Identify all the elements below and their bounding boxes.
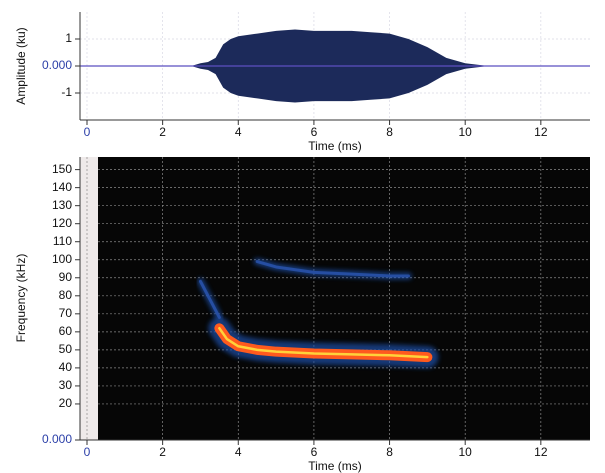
- y-tick-label: 120: [52, 216, 72, 230]
- y-tick-label: 30: [59, 378, 73, 392]
- y-tick-label: 70: [59, 306, 73, 320]
- y-tick-label: 130: [52, 198, 72, 212]
- x-tick-label: 0: [84, 445, 91, 459]
- y-axis-label: Frequency (kHz): [14, 254, 28, 343]
- y-tick-label: 80: [59, 288, 73, 302]
- y-tick-label: 20: [59, 396, 73, 410]
- y-tick-label: -1: [61, 85, 72, 99]
- y-tick-label: 100: [52, 252, 72, 266]
- y-tick-label: 110: [53, 234, 72, 248]
- x-tick-label: 10: [459, 125, 473, 139]
- x-tick-label: 4: [235, 445, 242, 459]
- y-tick-label: 0.000: [42, 432, 72, 446]
- y-tick-label: 50: [59, 342, 73, 356]
- spectrogram-background: [98, 157, 590, 440]
- x-tick-label: 2: [159, 125, 166, 139]
- x-axis-label: Time (ms): [308, 139, 362, 153]
- y-tick-label: 90: [59, 270, 73, 284]
- x-tick-label: 6: [311, 445, 318, 459]
- x-tick-label: 2: [159, 445, 166, 459]
- x-tick-label: 8: [386, 125, 393, 139]
- x-axis-label: Time (ms): [308, 459, 362, 473]
- x-tick-label: 12: [534, 445, 548, 459]
- x-tick-label: 10: [459, 445, 473, 459]
- y-axis-label: Amplitude (ku): [14, 27, 28, 104]
- y-tick-label: 40: [59, 360, 73, 374]
- y-tick-label: 150: [52, 162, 72, 176]
- spectrogram-margin: [80, 157, 98, 440]
- x-tick-label: 12: [534, 125, 548, 139]
- y-tick-label: 140: [52, 180, 72, 194]
- x-tick-label: 4: [235, 125, 242, 139]
- x-tick-label: 0: [84, 125, 91, 139]
- x-tick-label: 8: [386, 445, 393, 459]
- y-tick-label: 0.000: [42, 58, 72, 72]
- contour: [198, 279, 221, 319]
- contour: [255, 260, 410, 278]
- x-tick-label: 6: [311, 125, 318, 139]
- y-tick-label: 1: [65, 31, 72, 45]
- contour-core: [218, 326, 429, 359]
- y-tick-label: 60: [59, 324, 73, 338]
